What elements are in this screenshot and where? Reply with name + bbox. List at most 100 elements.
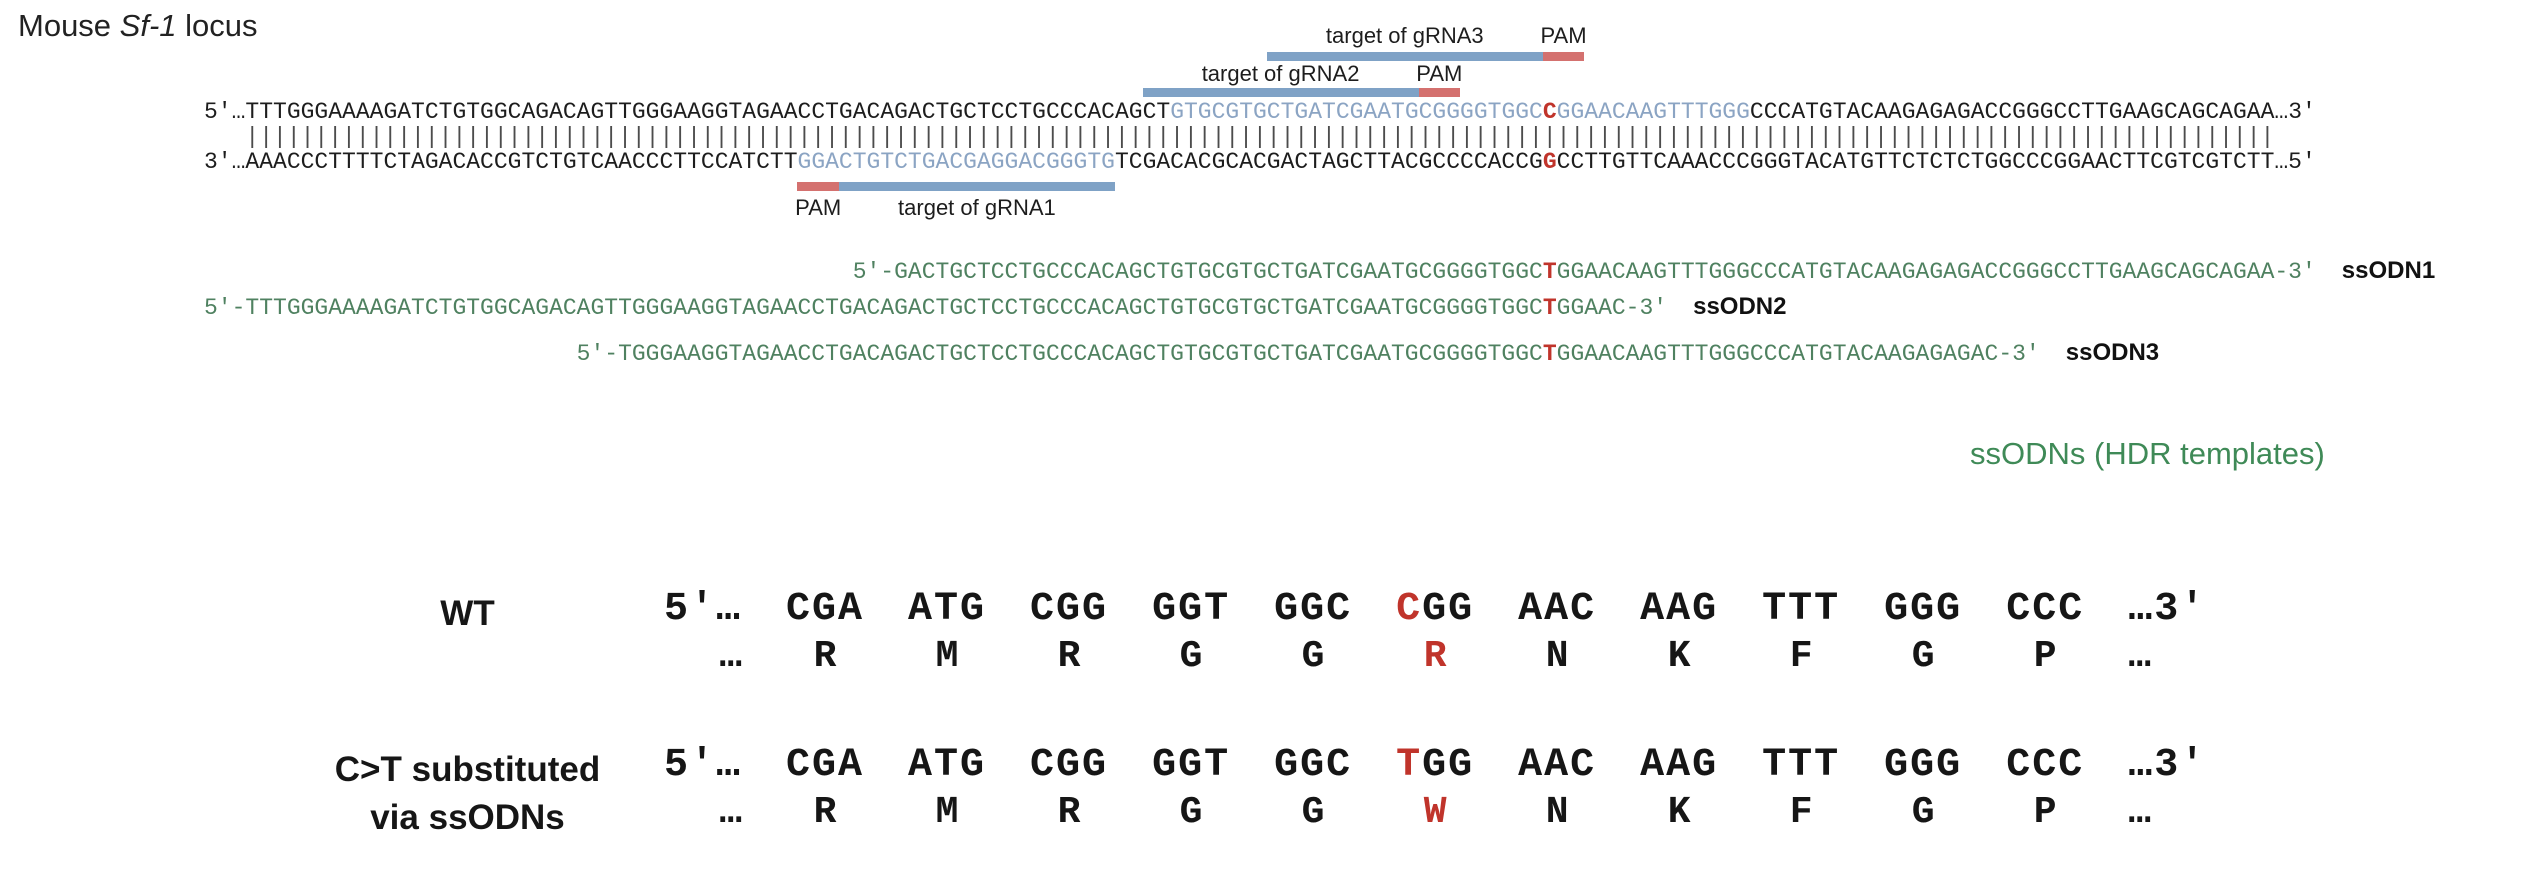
wt-row-codon-1: CGA R — [786, 586, 864, 680]
wt-row-codon-3: CGG R — [1030, 586, 1108, 680]
ct-substituted-row-codon-10: GGG G — [1884, 742, 1962, 836]
wt-row-label: WT — [285, 586, 650, 638]
ct-substituted-row-codon-11-codon: CCC — [2006, 742, 2084, 790]
ct-substituted-row-codon-7-bases: AAC — [1518, 743, 1597, 788]
ssodn2-row: 5'-TTTGGGAAAAGATCTGTGGCAGACAGTTGGGAAGGTA… — [204, 294, 2435, 330]
ct-substituted-row-suffix-amino-acid: … — [2128, 791, 2152, 834]
ct-substituted-row-codon-7-amino-acid: N — [1545, 791, 1569, 834]
ssodn2-substituted-base: T — [1542, 295, 1557, 321]
ct-substituted-row-codon-3-codon: CGG — [1030, 742, 1108, 790]
ct-substituted-row-codon-2-codon: ATG — [908, 742, 986, 790]
ct-substituted-row-prefix-codon: 5'… — [664, 742, 742, 790]
wt-row-codon-9-amino-acid: F — [1789, 635, 1813, 678]
grna1-target-bar-segment — [838, 182, 1115, 191]
wt-row-codon-10-codon: GGG — [1884, 586, 1962, 634]
wt-row-codon-1-amino-acid: R — [813, 635, 837, 678]
ssodn3-suffix: -3' — [1998, 341, 2040, 367]
grna1-pam-label-text: PAM — [795, 195, 842, 220]
base-pairing-lines: ||||||||||||||||||||||||||||||||||||||||… — [204, 124, 2275, 150]
ct-substituted-row-prefix-bases: 5'… — [664, 743, 743, 788]
wt-row-prefix: 5'…… — [664, 586, 742, 680]
wt-row-codon-10-amino-acid: G — [1911, 635, 1935, 678]
title-prefix: Mouse — [18, 8, 120, 43]
wt-row-codon-1-codon: CGA — [786, 586, 864, 634]
ssodn1-suffix: -3' — [2274, 259, 2316, 285]
ssodn3-sequence: GGAACAAGTTTGGGCCCATGTACAAGAGAGAC — [1556, 341, 1999, 367]
ct-substituted-row-codon-4-bases: GGT — [1152, 743, 1231, 788]
bottom-strand-segment-red_letter: G — [1542, 149, 1557, 175]
ct-substituted-row-codon-11: CCC P — [2006, 742, 2084, 836]
wt-row-codon-8-codon: AAG — [1640, 586, 1718, 634]
ct-substituted-row-codon-9-codon: TTT — [1762, 742, 1840, 790]
ct-substituted-row-codon-7-codon: AAC — [1518, 742, 1596, 790]
wt-row-codon-5-codon: GGC — [1274, 586, 1352, 634]
wt-row-codon-4-codon: GGT — [1152, 586, 1230, 634]
ct-substituted-row-codon-5-amino-acid: G — [1301, 791, 1325, 834]
ct-substituted-row-codon-5: GGC G — [1274, 742, 1352, 836]
wt-row-codon-4-amino-acid: G — [1179, 635, 1203, 678]
ct-substituted-row-codon-9-bases: TTT — [1762, 743, 1841, 788]
wt-row-codon-5: GGC G — [1274, 586, 1352, 680]
ct-substituted-row-codon-11-bases: CCC — [2006, 743, 2085, 788]
wt-row-codon-3-amino-acid: R — [1057, 635, 1081, 678]
bottom-strand-segment-black_letter: …5' — [2274, 149, 2316, 175]
wt-row-codon-6-codon: CGG — [1396, 586, 1474, 634]
wt-row-codon-7: AAC N — [1518, 586, 1596, 680]
grna1-target-label-text: target of gRNA1 — [898, 195, 1056, 220]
ct-substituted-row-sequence: 5'…… CGA R ATG M CGG R GGT G GGC G TGG W AAC N AAG K TTT F… — [664, 742, 2206, 836]
ct-substituted-row-suffix: …3'… — [2128, 742, 2206, 836]
wt-row-codon-5-bases: GGC — [1274, 587, 1353, 632]
ct-substituted-row-label: C>T substituted via ssODNs — [285, 742, 650, 842]
grna3-pam-label: PAM — [1541, 22, 1587, 48]
wt-row-codon-9: TTT F — [1762, 586, 1840, 680]
title-suffix: locus — [176, 8, 258, 43]
grna2-target-label: target of gRNA2 — [1143, 60, 1419, 86]
grna3-target-label-text: target of gRNA3 — [1325, 23, 1484, 48]
wt-row-prefix-amino-acid: … — [719, 635, 743, 678]
ssodn3-label: ssODN3 — [2065, 339, 2160, 366]
wt-row-codon-1-bases: CGA — [786, 587, 865, 632]
figure-title: Mouse Sf-1 locus — [18, 8, 258, 44]
ct-substituted-row-codon-10-amino-acid: G — [1911, 791, 1935, 834]
top-strand-segment-black_letter: …3' — [2274, 99, 2316, 125]
ct-substituted-row-codon-7: AAC N — [1518, 742, 1596, 836]
ct-substituted-row-codon-4-codon: GGT — [1152, 742, 1230, 790]
ct-substituted-row-codon-2-bases: ATG — [908, 743, 987, 788]
wt-row-codon-4-bases: GGT — [1152, 587, 1231, 632]
ct-substituted-row-codon-11-amino-acid: P — [2033, 791, 2057, 834]
grna3-bar — [1266, 52, 1585, 61]
ct-substituted-row-codon-9-amino-acid: F — [1789, 791, 1813, 834]
wt-row-codon-6-highlight-base: C — [1396, 587, 1423, 632]
wt-row-codon-5-amino-acid: G — [1301, 635, 1325, 678]
bottom-strand-segment-black_letter: CCTTGTTCAAACCCGGGTACATGTTCTCTCTGGCCCGGAA… — [1556, 149, 2275, 175]
ssodn2-sequence: GGAAC — [1556, 295, 1626, 321]
wt-row-suffix-codon: …3' — [2128, 586, 2206, 634]
ct-substituted-row-suffix-codon: …3' — [2128, 742, 2206, 790]
bottom-strand-segment-black_letter: 3'… — [204, 149, 246, 175]
wt-row-label-line: WT — [440, 594, 495, 633]
ct-substituted-row-codon-3: CGG R — [1030, 742, 1108, 836]
wt-row-codon-6-bases: GG — [1422, 587, 1475, 632]
top-strand-segment-black_letter: CCCATGTACAAGAGAGACCGGGCCTTGAAGCAGCAGAA — [1749, 99, 2275, 125]
ct-substituted-row-codon-1-bases: CGA — [786, 743, 865, 788]
wt-row-suffix-bases: …3' — [2128, 587, 2207, 632]
wt-row-codon-11: CCC P — [2006, 586, 2084, 680]
top-strand-segment-blue_letter: GTGCGTGCTGATCGAATGCGGGGTGGC — [1170, 99, 1543, 125]
ssodn2-suffix: -3' — [1625, 295, 1668, 321]
top-strand-segment-black_letter: TTTGGGAAAAGATCTGTGGCAGACAGTTGGGAAGGTAGAA… — [245, 99, 1171, 125]
ct-substituted-row-codon-8: AAG K — [1640, 742, 1718, 836]
wt-row-codon-8: AAG K — [1640, 586, 1718, 680]
ct-substituted-row-codon-2: ATG M — [908, 742, 986, 836]
ct-substituted-row-codon-1-amino-acid: R — [813, 791, 837, 834]
ssodn-templates: 5'-GACTGCTCCTGCCCACAGCTGTGCGTGCTGATCGAAT… — [204, 258, 2435, 376]
grna3-pam-bar-segment — [1542, 52, 1585, 61]
wt-row-codon-6: CGG R — [1396, 586, 1474, 680]
wt-row-codon-8-bases: AAG — [1640, 587, 1719, 632]
wt-row: WT 5'…… CGA R ATG M CGG R GGT G GGC G CGG R AAC N AAG K TT… — [285, 586, 2206, 680]
ssodn1-prefix: 5'- — [852, 259, 895, 285]
bottom-strand-segment-black_letter: AAACCCTTTTCTAGACACCGTCTGTCAACCCTTCCATCTT — [245, 149, 798, 175]
wt-row-codon-8-amino-acid: K — [1667, 635, 1691, 678]
ct-substituted-row-codon-6-codon: TGG — [1396, 742, 1474, 790]
top-strand: 5'…TTTGGGAAAAGATCTGTGGCAGACAGTTGGGAAGGTA… — [204, 100, 2316, 125]
locus-diagram: target of gRNA3 PAM target of gRNA2 PAM PAM t… — [204, 23, 2316, 220]
